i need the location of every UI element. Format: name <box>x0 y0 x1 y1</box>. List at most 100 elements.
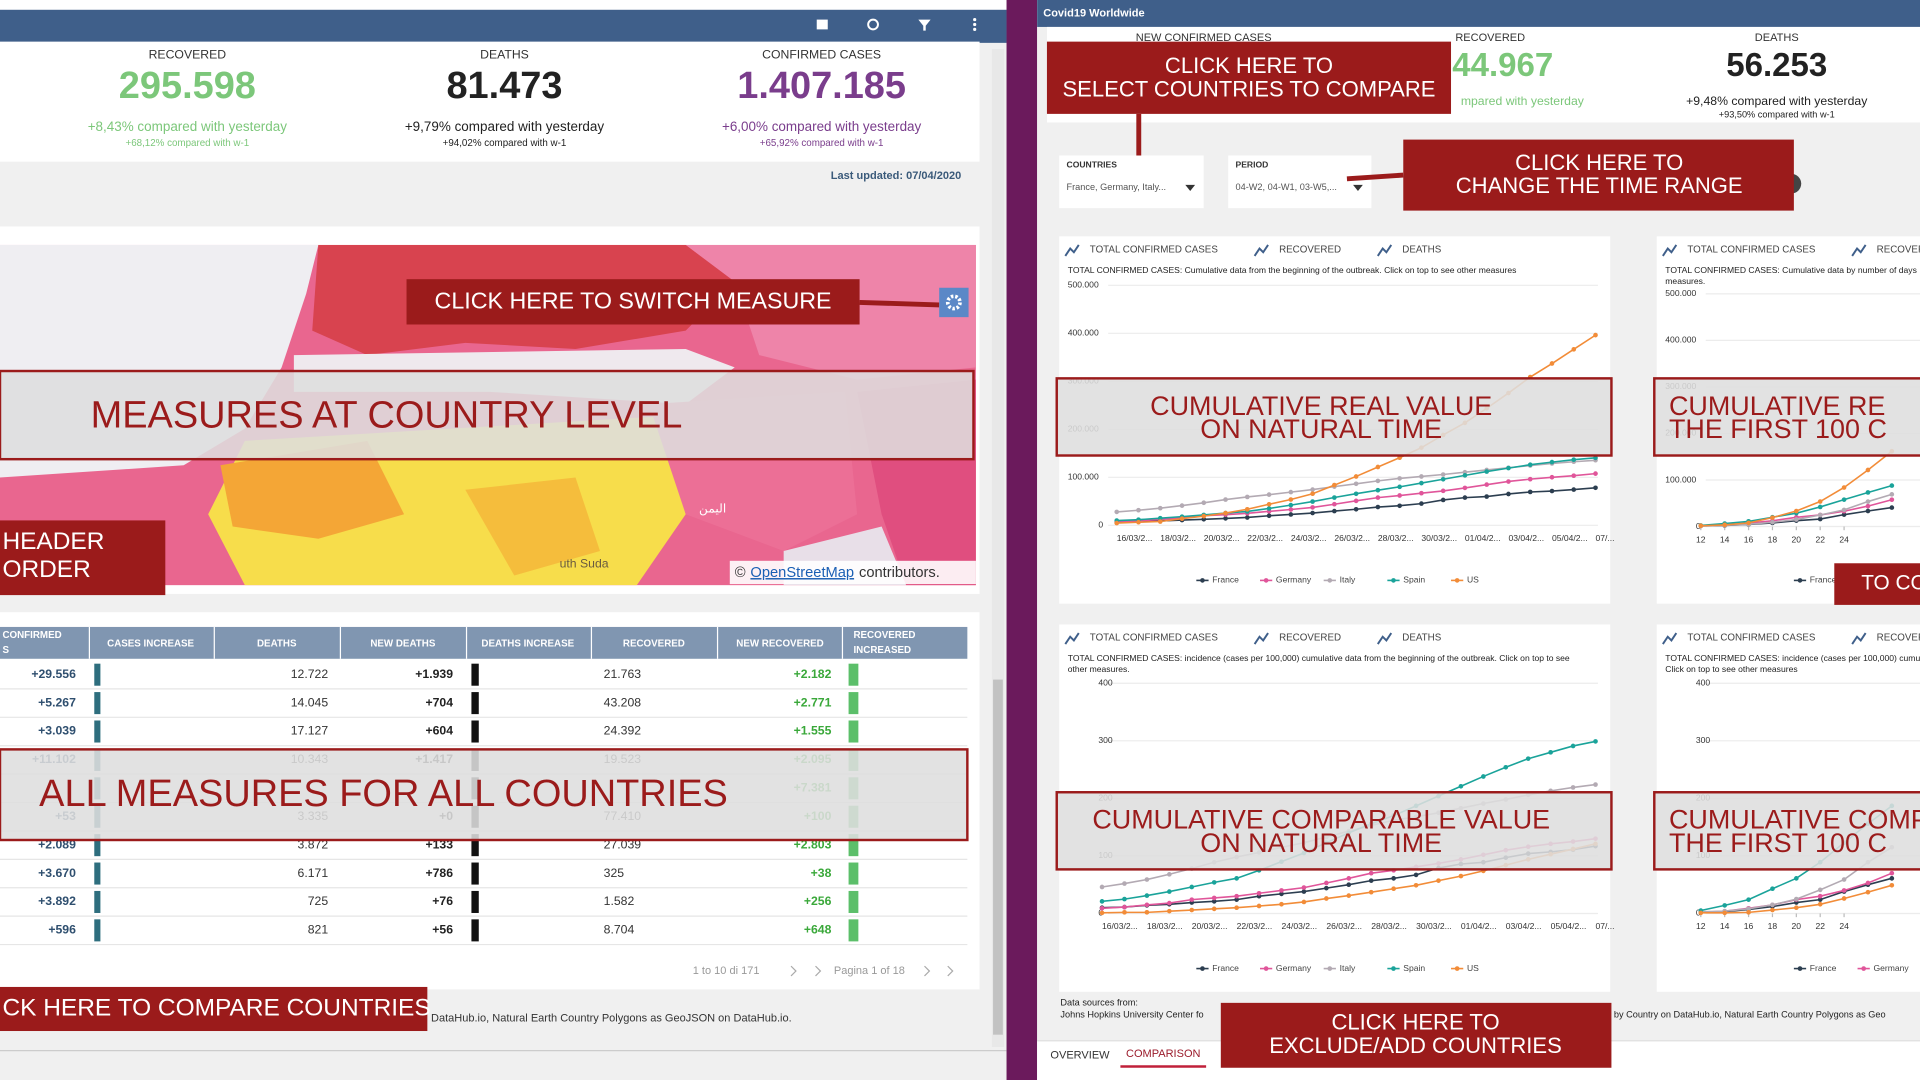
series-point <box>1353 474 1359 479</box>
toolbar-icon[interactable] <box>816 19 828 30</box>
legend-item[interactable]: France <box>1793 963 1837 973</box>
kpi-value: 295.598 <box>119 65 256 107</box>
chart-tab[interactable]: TOTAL CONFIRMED CASES <box>1064 632 1218 645</box>
legend-label: Germany <box>1873 963 1909 973</box>
legend-item[interactable]: Germany <box>1260 963 1312 973</box>
chart-tab[interactable]: DEATHS <box>1376 632 1442 645</box>
legend-item[interactable]: Spain <box>1387 963 1425 973</box>
chart-tab[interactable]: RECOVERED <box>1253 244 1341 257</box>
deaths-increase-bar <box>471 663 479 686</box>
chart-tab[interactable]: RECOVERED <box>1851 244 1920 257</box>
series-point <box>1593 782 1598 787</box>
chart-description: TOTAL CONFIRMED CASES: incidence (cases … <box>1068 653 1570 663</box>
kpi-value: 1.407.185 <box>737 65 906 107</box>
table-cell: +786 <box>425 866 453 880</box>
dropdown-caret <box>1185 184 1196 192</box>
chart-tab[interactable]: TOTAL CONFIRMED CASES <box>1662 632 1816 645</box>
series-point <box>1817 499 1823 504</box>
legend-item[interactable]: Italy <box>1323 963 1356 973</box>
scrollbar-thumb[interactable] <box>993 679 1003 1035</box>
series-point <box>1332 495 1337 500</box>
legend-item[interactable]: France <box>1196 963 1239 973</box>
legend-item[interactable]: Germany <box>1260 575 1312 585</box>
legend-item[interactable]: US <box>1451 575 1479 585</box>
callout-box <box>406 279 860 325</box>
callout-box <box>0 986 428 1032</box>
series-point <box>1440 497 1446 503</box>
nav-tab[interactable]: OVERVIEW <box>1050 1049 1110 1061</box>
table-cell: +76 <box>432 894 453 908</box>
tab-label: DEATHS <box>1402 244 1441 255</box>
series-point <box>1375 478 1381 484</box>
map-label: اليمن <box>699 502 726 516</box>
series-point <box>1549 361 1555 366</box>
pagination-arrow[interactable] <box>815 965 822 977</box>
series-point <box>1419 501 1424 506</box>
series-point <box>1310 505 1315 510</box>
toolbar-icon[interactable] <box>973 18 977 31</box>
kpi-label: DEATHS <box>480 47 529 61</box>
legend-item[interactable]: France <box>1196 575 1239 585</box>
table-cell: 43.208 <box>604 695 642 709</box>
sources-text: DataHub.io, Natural Earth Country Polygo… <box>431 1013 792 1025</box>
kpi-card <box>0 41 980 162</box>
column-header: NEW DEATHS <box>370 639 436 650</box>
filter-box[interactable] <box>1059 155 1204 209</box>
toolbar-icon[interactable] <box>918 19 931 31</box>
y-tick-label: 400 <box>1098 678 1113 688</box>
series-point <box>1889 505 1895 510</box>
toolbar-icon[interactable] <box>867 18 879 31</box>
chart-tab[interactable]: RECOVERED <box>1851 632 1920 645</box>
series-point <box>1817 504 1823 510</box>
legend-label: Spain <box>1403 963 1425 973</box>
gear-button[interactable] <box>939 287 969 318</box>
pagination-arrow[interactable] <box>947 965 954 977</box>
y-tick-label: 400.000 <box>1068 328 1099 338</box>
x-tick-label: 01/04/2... <box>1461 921 1497 931</box>
series-point <box>1548 750 1553 755</box>
tab-icon <box>1064 632 1080 645</box>
x-tick-label: 26/03/2... <box>1334 533 1370 543</box>
pagination-arrow[interactable] <box>790 965 797 977</box>
chart-tab[interactable]: RECOVERED <box>1253 632 1341 645</box>
kpi-value: 44.967 <box>1452 47 1553 84</box>
chart-card: TOTAL CONFIRMED CASES RECOVERED DEATHS TOTA… <box>1055 624 1615 992</box>
table-cell: +3.039 <box>38 724 76 738</box>
series-point <box>1458 783 1464 789</box>
legend-item[interactable]: Spain <box>1387 575 1425 585</box>
series-point <box>1549 488 1555 494</box>
series-point <box>1462 485 1468 491</box>
nav-tab[interactable]: COMPARISON <box>1126 1048 1201 1060</box>
pagination-arrow[interactable] <box>924 965 931 977</box>
series-point <box>1571 457 1577 463</box>
series-point <box>1527 462 1533 468</box>
legend-item[interactable]: US <box>1451 963 1479 973</box>
table-cell: 17.127 <box>291 724 329 738</box>
attribution-link[interactable]: OpenStreetMap <box>750 565 854 581</box>
table-cell: +3.670 <box>38 866 76 880</box>
series-point <box>1099 905 1105 911</box>
chart-tab[interactable]: TOTAL CONFIRMED CASES <box>1064 244 1218 257</box>
series-point <box>1122 909 1127 915</box>
series-point <box>1506 479 1511 484</box>
series-point <box>1593 739 1598 744</box>
kpi-label: CONFIRMED CASES <box>762 47 881 61</box>
y-tick-label: 500.000 <box>1665 288 1696 298</box>
series-point <box>1256 890 1262 896</box>
series-point <box>1144 893 1150 898</box>
chart-tab[interactable]: TOTAL CONFIRMED CASES <box>1662 244 1816 257</box>
chart-tab[interactable]: DEATHS <box>1376 244 1442 257</box>
legend-item[interactable]: Italy <box>1323 575 1356 585</box>
tab-label: RECOVERED <box>1279 244 1341 255</box>
x-tick-label: 12 <box>1696 921 1706 931</box>
filter-box[interactable] <box>1228 155 1372 209</box>
dropdown-caret <box>1353 184 1363 192</box>
legend-item[interactable]: France <box>1793 575 1837 585</box>
kpi-value: 56.253 <box>1726 47 1827 84</box>
legend-item[interactable]: Germany <box>1857 963 1910 973</box>
series-point <box>1794 905 1799 911</box>
y-tick-label: 100.000 <box>1068 472 1099 482</box>
filter[interactable]: COUNTRIES France, Germany, Italy... <box>1059 155 1204 209</box>
column-header: DEATHS INCREASE <box>481 639 574 650</box>
filter[interactable]: PERIOD 04-W2, 04-W1, 03-W5,... <box>1228 155 1372 209</box>
